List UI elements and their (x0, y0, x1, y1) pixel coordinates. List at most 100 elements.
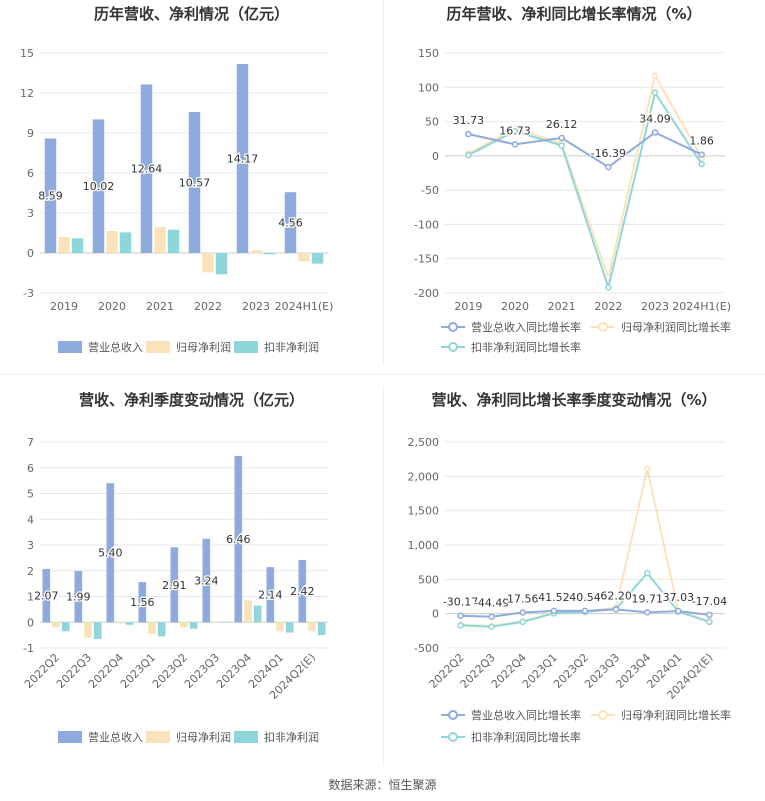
chart-title: 历年营收、净利同比增长率情况（%） (446, 5, 701, 23)
quarterly-growth-rate-chart: 营收、净利同比增长率季度变动情况（%） -500 0 500 1,000 1,500 2,0… (408, 391, 732, 744)
y-tick-label: 2,500 (408, 436, 440, 449)
y-tick-label: -100 (414, 218, 439, 231)
bar (311, 253, 324, 264)
data-point (698, 160, 705, 168)
data-label: 2.91 (162, 579, 187, 592)
data-source-note: 数据来源：恒生聚源 (328, 778, 437, 792)
bar (189, 622, 198, 629)
bar (276, 622, 284, 632)
data-label: 10.02 (83, 180, 115, 193)
legend-label: 归母净利润 (176, 730, 231, 744)
data-label: -16.39 (591, 147, 626, 160)
bar (284, 192, 297, 253)
legend-label: 归母净利润 (176, 340, 231, 354)
data-point (465, 151, 472, 159)
bar (234, 455, 243, 623)
data-label: 62.20 (600, 589, 632, 602)
y-tick-label: 1,500 (408, 505, 440, 518)
x-tick-label: 2021 (548, 300, 576, 313)
bar (167, 229, 180, 253)
x-tick-label: 2024H1(E) (672, 300, 731, 313)
bar (74, 571, 83, 623)
data-point (488, 623, 495, 630)
bar (221, 621, 230, 623)
data-point (651, 72, 659, 79)
x-tick-label: 2023 (242, 300, 270, 313)
bar (138, 582, 147, 623)
bar (202, 253, 214, 273)
chart-title: 营收、净利季度变动情况（亿元） (79, 391, 304, 409)
data-point (488, 613, 495, 620)
bar (44, 138, 57, 253)
y-tick-label: 150 (418, 47, 439, 60)
bar (157, 622, 166, 637)
data-point (519, 618, 527, 626)
legend-label: 归母净利润同比增长率 (621, 708, 731, 722)
bar (317, 622, 326, 636)
data-label: 3.24 (194, 575, 219, 588)
data-point (511, 127, 519, 135)
legend-swatch (58, 731, 82, 743)
data-label: -17.04 (692, 595, 727, 608)
bar (298, 253, 310, 262)
legend-label: 扣非净利润 (264, 730, 319, 744)
data-label: 40.54 (569, 591, 601, 604)
data-label: 31.73 (453, 114, 485, 127)
bar (58, 237, 70, 253)
bar (180, 622, 188, 628)
data-label: 2.42 (290, 585, 315, 598)
data-label: -44.49 (474, 597, 509, 610)
y-tick-label: 1 (27, 591, 34, 604)
data-label: 26.12 (546, 118, 578, 131)
data-label: 5.40 (98, 547, 123, 560)
bar (253, 605, 262, 623)
bar (215, 253, 228, 275)
x-tick-label: 2022 (594, 300, 622, 313)
quarterly-revenue-profit-chart: 营收、净利季度变动情况（亿元） -1 0 1 2 3 4 5 6 7 2.07 1.99 5.40 1.5… (22, 391, 328, 744)
data-point (698, 151, 705, 158)
bar (308, 622, 316, 632)
data-point (581, 607, 589, 615)
legend-swatch-marker (448, 710, 458, 720)
bar (202, 538, 211, 623)
y-tick-label: -3 (23, 287, 34, 300)
bar (266, 567, 275, 623)
data-label: 1.86 (689, 135, 714, 148)
bar (170, 547, 179, 623)
data-label: 16.73 (499, 124, 531, 137)
bar (106, 231, 118, 253)
y-tick-label: 0 (432, 150, 439, 163)
bar (148, 622, 156, 634)
y-tick-label: 0 (432, 608, 439, 621)
data-point (643, 609, 651, 616)
x-tick-label: 2022 (194, 300, 222, 313)
legend-label: 营业总收入同比增长率 (471, 708, 581, 722)
data-label: 8.59 (38, 190, 63, 203)
y-tick-label: 6 (27, 462, 34, 475)
bar (154, 227, 166, 253)
legend-swatch (146, 341, 170, 353)
chart-title: 历年营收、净利情况（亿元） (94, 5, 289, 23)
data-label: -30.17 (443, 596, 478, 609)
bar (285, 622, 294, 633)
data-point (612, 606, 620, 613)
divider-top (383, 0, 384, 365)
legend-swatch (234, 731, 258, 743)
y-tick-label: 100 (418, 81, 439, 94)
data-label: 37.03 (663, 591, 695, 604)
bar (92, 119, 105, 254)
x-tick-label: 2020 (501, 300, 529, 313)
y-tick-label: -500 (414, 642, 439, 655)
bar (188, 112, 201, 253)
y-tick-label: 12 (20, 87, 34, 100)
bar (116, 622, 124, 624)
y-tick-label: 2 (27, 565, 34, 578)
x-tick-label: 2023 (641, 300, 669, 313)
y-tick-label: 7 (27, 436, 34, 449)
legend-label: 归母净利润同比增长率 (621, 320, 731, 334)
data-label: 1.99 (66, 591, 91, 604)
y-tick-label: 2,000 (408, 470, 440, 483)
divider-bottom (383, 386, 384, 766)
data-point (550, 607, 558, 615)
y-tick-label: 6 (27, 167, 34, 180)
